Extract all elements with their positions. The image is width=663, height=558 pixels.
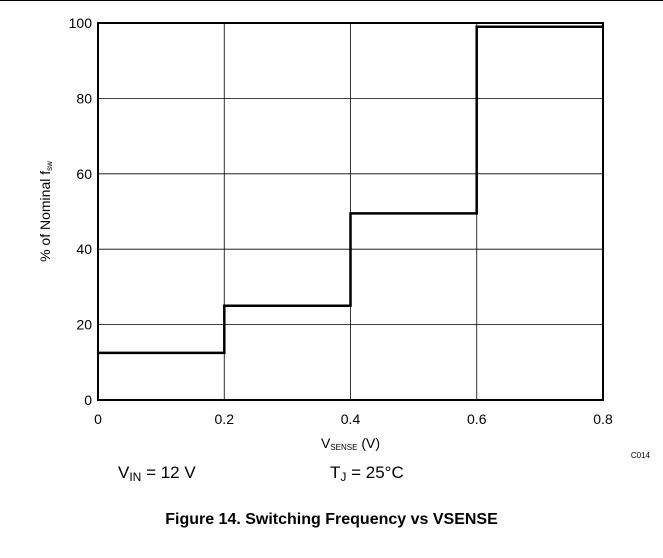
y-tick-label: 40 <box>76 241 92 257</box>
x-tick-label: 0.6 <box>467 411 487 427</box>
x-tick-labels: 0 0.2 0.4 0.6 0.8 <box>94 411 613 427</box>
top-rule <box>0 0 663 1</box>
x-axis-label: VSENSE (V) <box>321 435 380 452</box>
y-axis-label: % of Nominal fsw <box>37 161 54 262</box>
y-tick-label: 0 <box>84 392 92 408</box>
y-tick-labels: 0 20 40 60 80 100 <box>69 15 93 408</box>
y-tick-label: 60 <box>76 166 92 182</box>
tj-condition: TJ = 25°C <box>330 463 404 484</box>
y-tick-label: 80 <box>76 90 92 106</box>
grid <box>98 23 603 400</box>
y-tick-label: 100 <box>69 15 93 31</box>
x-tick-label: 0.8 <box>593 411 613 427</box>
x-tick-label: 0.4 <box>341 411 361 427</box>
plot-frame <box>97 22 604 401</box>
vin-condition: VIN = 12 V <box>118 463 196 484</box>
x-tick-label: 0 <box>94 411 102 427</box>
figure-caption: Figure 14. Switching Frequency vs VSENSE <box>165 511 498 528</box>
x-tick-label: 0.2 <box>215 411 235 427</box>
y-tick-label: 20 <box>76 317 92 333</box>
series-line <box>98 25 603 355</box>
chart: 0 0.2 0.4 0.6 0.8 0 20 40 60 80 100 VSENSE (V) % … <box>37 15 651 460</box>
figure-code: C014 <box>631 451 651 460</box>
